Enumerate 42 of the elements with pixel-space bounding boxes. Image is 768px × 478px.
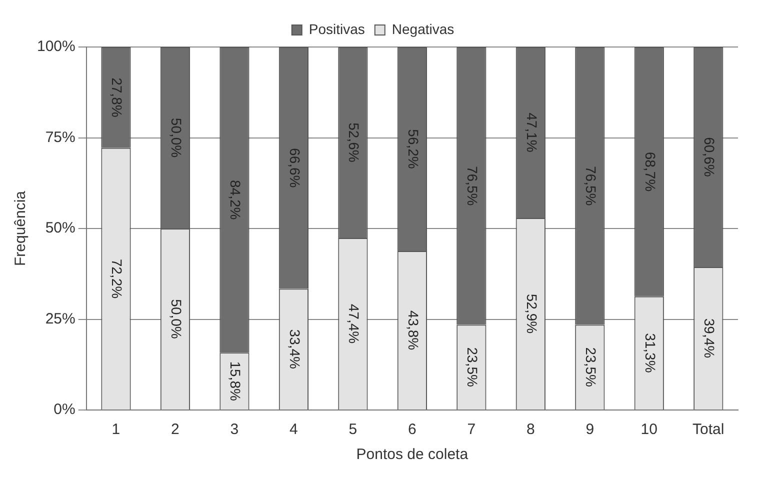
y-tick-label: 50% [45,220,76,237]
data-label: 68,7% [642,152,658,192]
y-tick-label: 25% [45,310,76,328]
data-label: 39,4% [702,318,718,358]
data-label: 50,0% [168,299,184,339]
data-label: 47,4% [346,304,362,344]
data-label: 15,8% [228,361,244,401]
legend-label: Positivas [308,20,365,37]
data-label: 60,6% [702,137,718,177]
y-tick-label: 75% [45,128,76,146]
data-label: 23,5% [464,347,481,387]
data-label: 76,5% [464,166,481,206]
data-label: 52,6% [346,122,362,162]
x-tick-label: 10 [640,421,658,438]
x-tick-label: 5 [348,421,358,438]
x-tick-label: 8 [526,421,535,438]
legend-label: Negativas [392,20,454,37]
data-label: 27,8% [109,78,126,118]
x-tick-label: 4 [290,421,298,438]
data-label: 84,2% [228,180,244,220]
x-tick-label: 2 [171,421,180,438]
x-tick-label: 3 [230,421,239,438]
x-tick-label: 1 [112,421,120,438]
x-axis-title: Pontos de coleta [356,446,469,464]
data-label: 72,2% [109,258,126,299]
x-tick-label: 7 [467,421,476,438]
y-axis-title: Frequência [12,190,30,266]
y-tick-label: 100% [36,38,76,56]
data-label: 33,4% [286,329,303,369]
x-tick-label: Total [692,421,724,438]
y-tick-label: 0% [54,401,76,418]
data-label: 50,0% [168,118,184,158]
data-label: 56,2% [405,129,422,169]
data-label: 47,1% [524,112,540,152]
data-label: 31,3% [642,333,658,373]
data-label: 52,9% [524,294,540,334]
data-label: 43,8% [405,310,422,350]
data-label: 76,5% [583,166,600,206]
x-tick-label: 9 [586,421,594,438]
x-tick-label: 6 [408,421,416,438]
data-label: 66,6% [286,148,303,188]
data-label: 23,5% [583,347,600,387]
